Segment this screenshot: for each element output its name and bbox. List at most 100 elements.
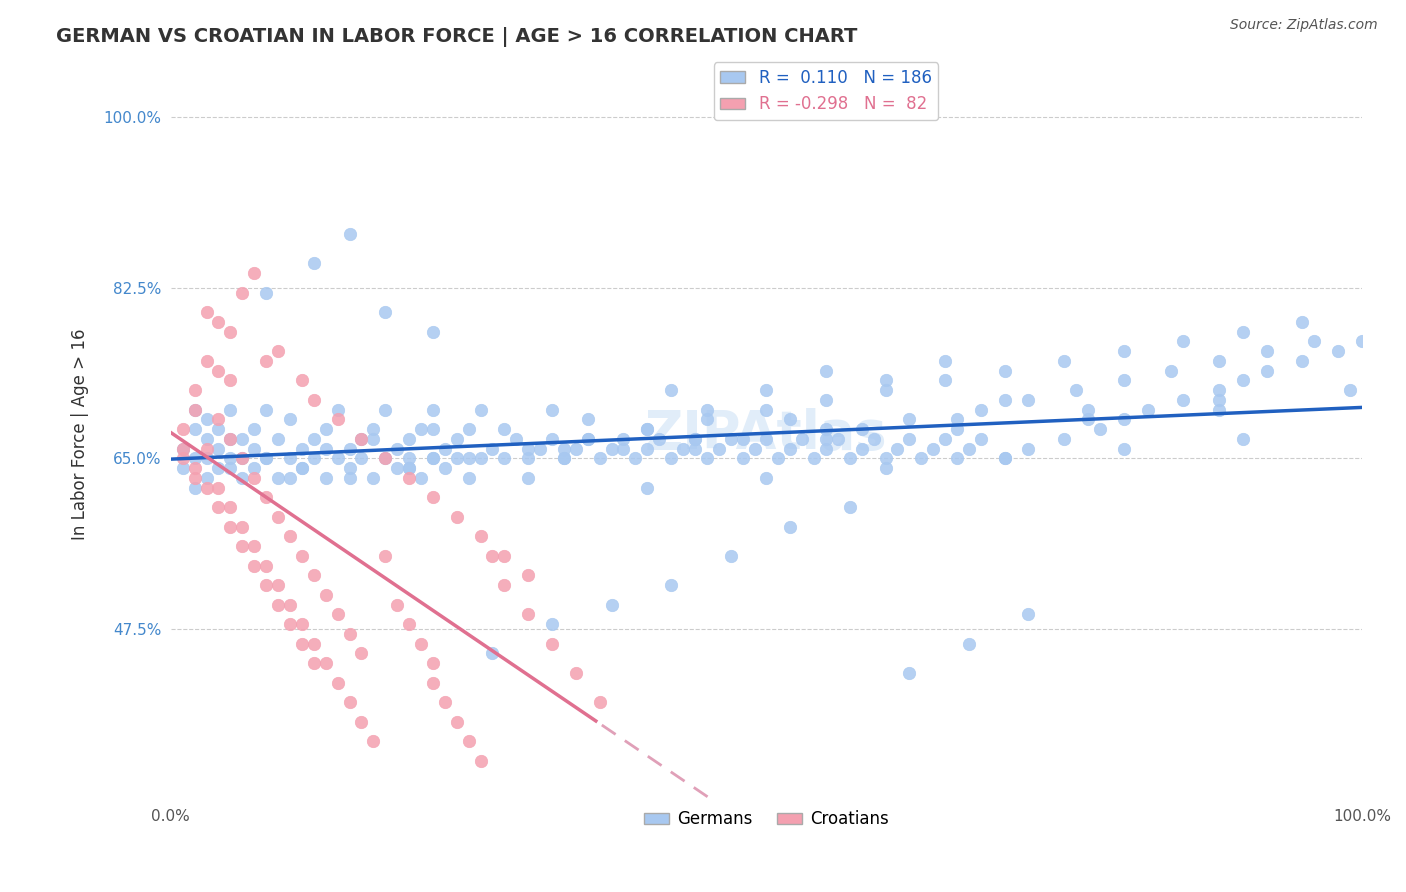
Point [422,402,444,417]
Point [946,422,969,436]
Point [922,442,945,456]
Point [302,392,325,407]
Point [172,442,194,456]
Point [875,461,897,475]
Point [374,402,396,417]
Point [589,695,612,709]
Point [517,568,540,582]
Point [231,471,253,485]
Point [814,422,837,436]
Point [779,412,801,426]
Point [231,285,253,300]
Point [339,695,361,709]
Point [910,451,932,466]
Point [422,451,444,466]
Point [886,442,908,456]
Point [636,481,658,495]
Point [553,451,575,466]
Point [814,392,837,407]
Point [374,451,396,466]
Point [814,442,837,456]
Point [1208,402,1230,417]
Point [363,471,385,485]
Point [553,451,575,466]
Point [219,402,242,417]
Point [183,422,205,436]
Point [350,432,373,446]
Point [1053,432,1076,446]
Point [363,734,385,748]
Point [207,500,229,515]
Point [1208,392,1230,407]
Point [1112,412,1135,426]
Point [254,578,277,592]
Point [291,549,314,563]
Point [1064,383,1087,397]
Point [339,471,361,485]
Point [207,422,229,436]
Point [422,656,444,670]
Point [875,451,897,466]
Point [254,558,277,573]
Point [385,598,408,612]
Point [779,519,801,533]
Point [291,373,314,387]
Point [838,451,860,466]
Point [1053,354,1076,368]
Point [934,432,956,446]
Point [267,432,290,446]
Point [385,461,408,475]
Point [422,491,444,505]
Point [267,578,290,592]
Point [326,675,349,690]
Point [934,373,956,387]
Point [326,607,349,622]
Point [446,432,468,446]
Point [481,442,503,456]
Point [219,461,242,475]
Point [1232,373,1254,387]
Point [183,402,205,417]
Point [946,412,969,426]
Point [195,471,218,485]
Point [422,451,444,466]
Point [207,412,229,426]
Point [875,373,897,387]
Point [1232,325,1254,339]
Point [1112,344,1135,359]
Point [267,344,290,359]
Point [957,442,980,456]
Point [898,432,921,446]
Point [707,442,730,456]
Point [1112,373,1135,387]
Point [302,636,325,650]
Point [398,461,420,475]
Point [803,451,825,466]
Point [576,412,599,426]
Text: Source: ZipAtlas.com: Source: ZipAtlas.com [1230,18,1378,32]
Point [254,285,277,300]
Point [172,451,194,466]
Point [433,442,456,456]
Point [696,412,718,426]
Point [315,656,337,670]
Point [385,442,408,456]
Point [624,451,647,466]
Point [278,412,301,426]
Point [517,451,540,466]
Point [470,754,492,768]
Point [446,714,468,729]
Point [957,636,980,650]
Point [183,451,205,466]
Point [470,529,492,543]
Point [363,432,385,446]
Point [243,471,266,485]
Point [576,432,599,446]
Point [659,383,682,397]
Point [672,442,695,456]
Point [302,451,325,466]
Point [398,451,420,466]
Point [720,432,742,446]
Point [934,354,956,368]
Point [505,432,527,446]
